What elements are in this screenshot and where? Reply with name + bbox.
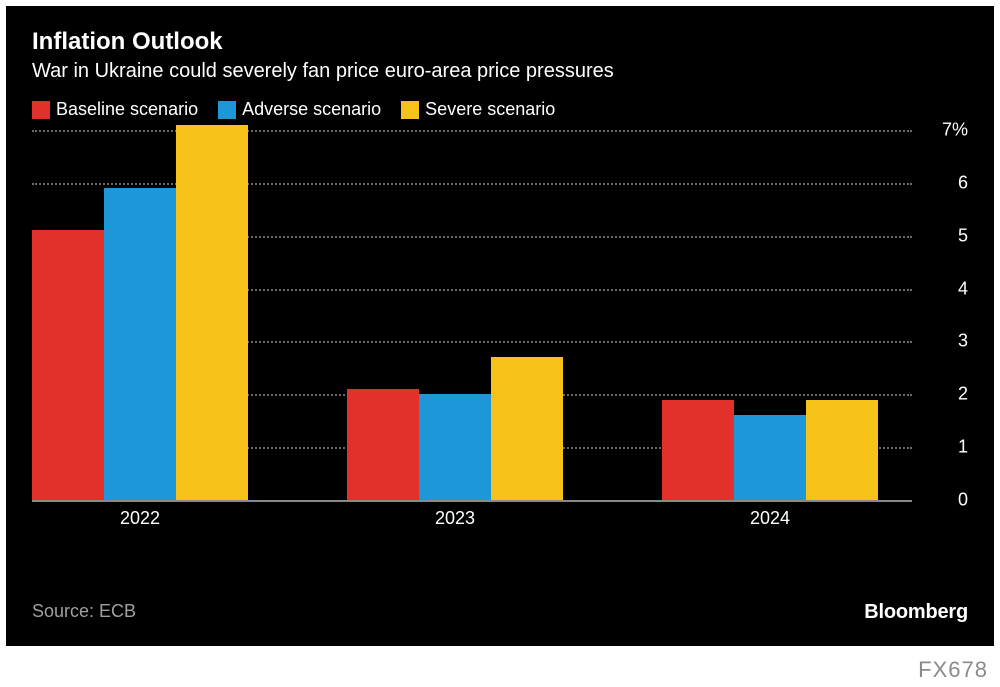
axis-baseline [32, 500, 912, 502]
source-text: Source: ECB [32, 601, 136, 622]
y-tick-label: 1 [922, 437, 968, 458]
legend-item-adverse: Adverse scenario [218, 99, 381, 120]
legend-label: Baseline scenario [56, 99, 198, 120]
y-tick-label: 6 [922, 172, 968, 193]
x-tick-label: 2023 [435, 508, 475, 529]
y-tick-label: 7% [922, 120, 968, 141]
legend-swatch [401, 101, 419, 119]
y-tick-label: 4 [922, 278, 968, 299]
outer-frame: Inflation Outlook War in Ukraine could s… [0, 0, 1000, 687]
legend-item-severe: Severe scenario [401, 99, 555, 120]
legend-label: Adverse scenario [242, 99, 381, 120]
y-tick-label: 3 [922, 331, 968, 352]
y-tick-label: 5 [922, 225, 968, 246]
gridline [32, 183, 912, 185]
bar [176, 125, 248, 500]
chart-title: Inflation Outlook [32, 28, 968, 56]
legend-label: Severe scenario [425, 99, 555, 120]
x-tick-label: 2024 [750, 508, 790, 529]
bar [662, 400, 734, 500]
legend-swatch [32, 101, 50, 119]
y-tick-label: 2 [922, 384, 968, 405]
legend: Baseline scenario Adverse scenario Sever… [32, 99, 968, 120]
bar [491, 357, 563, 500]
bar [32, 230, 104, 500]
bar [347, 389, 419, 500]
x-tick-label: 2022 [120, 508, 160, 529]
bar [419, 394, 491, 500]
bar [806, 400, 878, 500]
gridline [32, 130, 912, 132]
bar [734, 415, 806, 500]
watermark-text: FX678 [918, 657, 988, 683]
chart-area: 01234567%202220232024 [32, 130, 968, 530]
plot-area: 01234567%202220232024 [32, 130, 912, 500]
legend-item-baseline: Baseline scenario [32, 99, 198, 120]
chart-panel: Inflation Outlook War in Ukraine could s… [6, 6, 994, 646]
y-tick-label: 0 [922, 490, 968, 511]
brand-label: Bloomberg [864, 601, 968, 624]
chart-subtitle: War in Ukraine could severely fan price … [32, 60, 968, 83]
bar [104, 188, 176, 500]
legend-swatch [218, 101, 236, 119]
